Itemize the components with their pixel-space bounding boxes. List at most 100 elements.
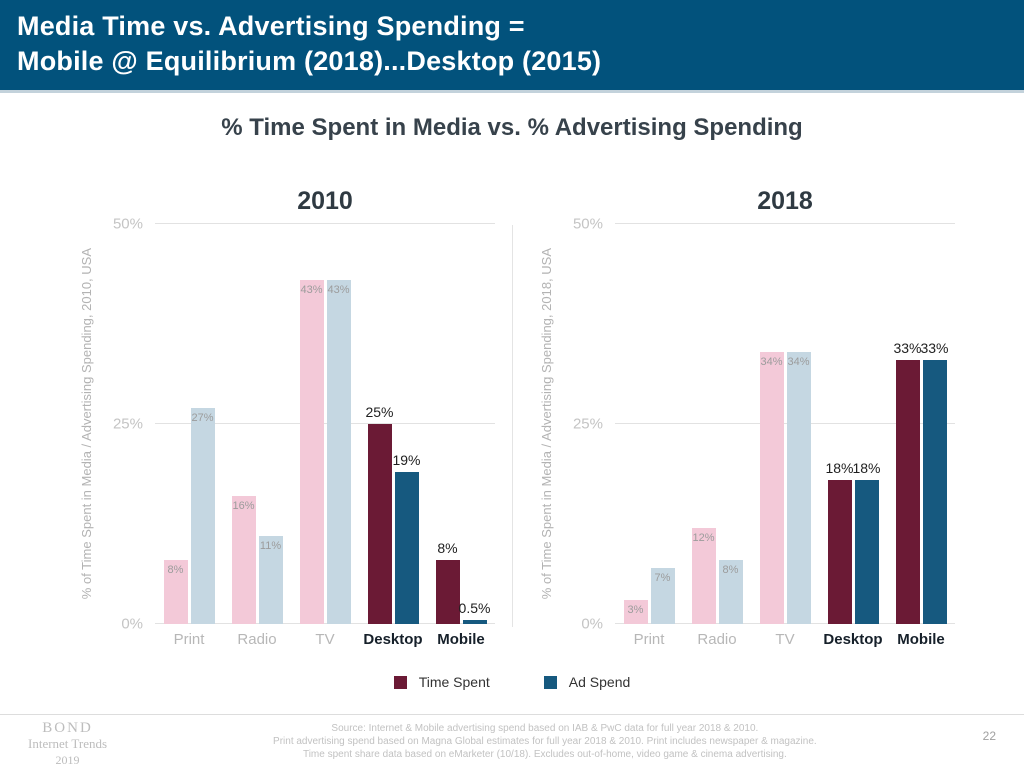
value-label: 25% [365,404,394,420]
time-spent-bar-print: 8% [163,560,188,624]
bar-groups: 3% 7% Print 12% 8% Radio 34% 34% TV 18% 18% Desktop… [615,224,955,648]
ad-spend-bar-tv: 34% [786,352,811,624]
bar-groups: 8% 27% Print 16% 11% Radio 43% 43% TV 25% 19% Deskt… [155,224,495,648]
time-spent-bar-tv: 34% [759,352,784,624]
legend-item-ad-spend: Ad Spend [543,674,631,690]
bar-group-radio: 16% 11% Radio [231,496,283,648]
ad-spend-bar-mobile: 33% [920,340,949,624]
time-spent-bar-radio: 16% [231,496,256,624]
value-label: 43% [327,284,350,296]
ad-spend-bar-print: 7% [650,568,675,624]
chart-main-title: % Time Spent in Media vs. % Advertising … [221,114,803,141]
y-axis-tick: 0% [581,615,603,633]
bar-group-tv: 43% 43% TV [299,280,351,648]
source-note: Source: Internet & Mobile advertising sp… [107,720,983,761]
value-label: 43% [300,284,323,296]
value-label: 16% [232,500,255,512]
value-label: 18% [825,460,854,476]
ad-spend-bar-tv: 43% [326,280,351,624]
bar-group-mobile: 8% 0.5% Mobile [435,540,490,648]
time-spent-bar-tv: 43% [299,280,324,624]
gridline [155,223,495,224]
slide-title-line-2: Mobile @ Equilibrium (2018)...Desktop (2… [17,46,602,76]
gridline [155,623,495,624]
category-label-tv: TV [775,631,795,648]
legend: Time Spent Ad Spend [0,674,1024,690]
value-label: 19% [392,452,421,468]
category-label-mobile: Mobile [897,631,945,648]
bar-group-mobile: 33% 33% Mobile [893,340,949,648]
bar-group-tv: 34% 34% TV [759,352,811,648]
gridline [615,623,955,624]
category-label-desktop: Desktop [823,631,883,648]
y-axis-label-2018: % of Time Spent in Media / Advertising S… [538,248,554,600]
value-label: 34% [760,356,783,368]
chart-panel-2010: 2010 % of Time Spent in Media / Advertis… [69,187,495,648]
category-label-print: Print [173,631,205,648]
gridline [615,223,955,224]
slide-title-line-1: Media Time vs. Advertising Spending = [17,11,525,41]
panel-divider [512,225,513,627]
value-label: 7% [654,572,671,584]
ad-spend-bar-radio: 11% [258,536,283,624]
source-line: Time spent share data based on eMarketer… [302,749,787,760]
time-spent-bar-mobile: 8% [435,540,460,624]
y-axis-tick: 50% [572,215,603,233]
value-label: 8% [722,564,739,576]
source-line: Source: Internet & Mobile advertising sp… [331,723,759,734]
plot-area-2010: 0% 25% 50% 8% 27% Print 16% 11% Radio 43% 43% TV 25%… [113,216,495,648]
value-label: 8% [167,564,184,576]
chart-body-2010: % of Time Spent in Media / Advertising S… [69,216,495,648]
y-axis-tick: 0% [121,615,143,633]
category-label-print: Print [633,631,665,648]
category-label-mobile: Mobile [437,631,485,648]
bar-group-print: 8% 27% Print [163,408,215,648]
category-label-radio: Radio [697,631,737,648]
chart-panel-2018: 2018 % of Time Spent in Media / Advertis… [529,187,955,648]
plot-area-2018: 0% 25% 50% 3% 7% Print 12% 8% Radio 34% 34% TV 18% 18… [573,216,955,648]
slide-footer: BOND Internet Trends 2019 Source: Intern… [0,714,1024,768]
category-label-radio: Radio [237,631,277,648]
chart-title-2010: 2010 [297,187,353,215]
value-label: 0.5% [458,600,491,616]
chart-body-2018: % of Time Spent in Media / Advertising S… [529,216,955,648]
ad-spend-bar-mobile: 0.5% [459,600,490,624]
source-line: Print advertising spend based on Magna G… [273,736,817,747]
time-spent-bar-radio: 12% [691,528,716,624]
legend-label-ad-spend: Ad Spend [568,674,631,690]
value-label: 33% [893,340,922,356]
ad-spend-bar-print: 27% [190,408,215,624]
value-label: 18% [852,460,881,476]
chart-title-2018: 2018 [757,187,813,215]
gridline [615,423,955,424]
legend-label-time-spent: Time Spent [418,674,490,690]
time-spent-swatch-icon [393,675,407,689]
gridline [155,423,495,424]
bar-group-desktop: 18% 18% Desktop [823,460,882,648]
category-label-desktop: Desktop [363,631,423,648]
ad-spend-bar-radio: 8% [718,560,743,624]
category-label-tv: TV [315,631,335,648]
time-spent-bar-desktop: 18% [825,460,854,624]
y-axis-tick: 25% [572,415,603,433]
value-label: 12% [692,532,715,544]
value-label: 27% [191,412,214,424]
y-axis-tick: 25% [112,415,143,433]
bond-logo: BOND Internet Trends 2019 [28,720,108,767]
legend-item-time-spent: Time Spent [393,674,490,690]
time-spent-bar-desktop: 25% [365,404,394,624]
charts-row: 2010 % of Time Spent in Media / Advertis… [0,187,1024,654]
page-number: 22 [982,729,996,743]
value-label: 11% [259,540,282,552]
ad-spend-bar-desktop: 19% [392,452,421,624]
slide-header: Media Time vs. Advertising Spending = Mo… [0,0,1024,93]
ad-spend-swatch-icon [543,675,557,689]
value-label: 8% [437,540,458,556]
time-spent-bar-print: 3% [623,600,648,624]
ad-spend-bar-desktop: 18% [852,460,881,624]
bar-group-desktop: 25% 19% Desktop [363,404,422,648]
bar-group-print: 3% 7% Print [623,568,675,648]
value-label: 34% [787,356,810,368]
value-label: 3% [627,604,644,616]
